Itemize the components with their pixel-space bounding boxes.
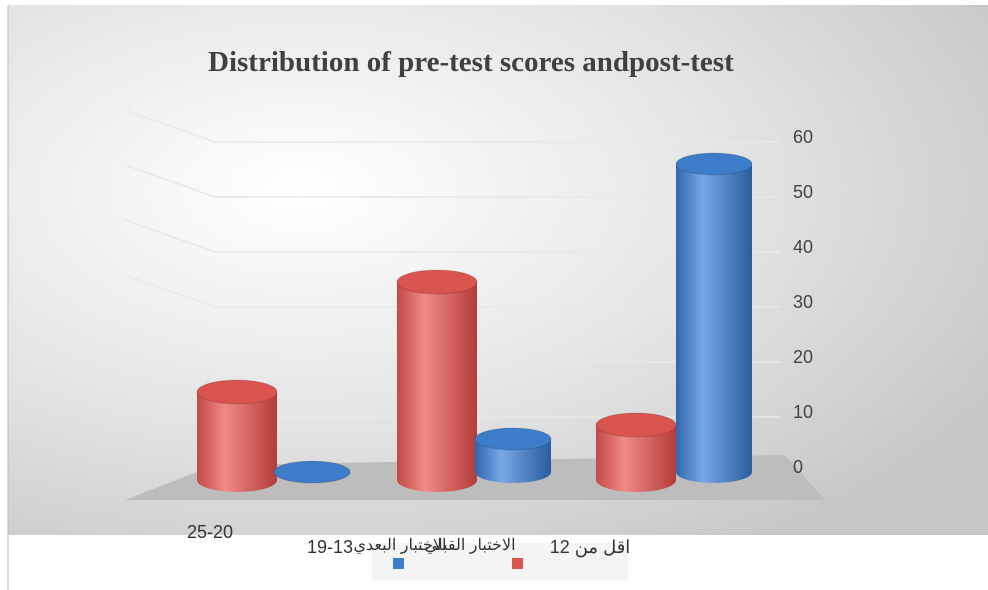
y-tick-label: 0 xyxy=(793,457,803,477)
cylinder-top xyxy=(196,379,278,405)
grid-line xyxy=(124,274,780,308)
x-tick-label: 25-20 xyxy=(187,522,233,542)
y-tick-label: 50 xyxy=(793,182,813,202)
cylinder-body xyxy=(197,392,277,492)
y-tick-label: 60 xyxy=(793,127,813,147)
x-tick-label: 19-13 xyxy=(307,537,353,557)
y-tick-label: 40 xyxy=(793,237,813,257)
legend-swatch xyxy=(393,558,404,569)
legend-box xyxy=(372,543,628,580)
x-tick-label: اقل من 12 xyxy=(550,537,631,558)
y-tick-label: 30 xyxy=(793,292,813,312)
cylinder xyxy=(196,379,278,492)
cylinder-body xyxy=(397,282,477,492)
grid-line xyxy=(124,164,780,198)
y-tick-label: 10 xyxy=(793,402,813,422)
cylinder xyxy=(595,412,677,492)
cylinder-top xyxy=(595,412,677,438)
grid-line xyxy=(124,219,780,253)
cylinder xyxy=(396,269,478,492)
legend-label: الاختبار البعدي xyxy=(354,537,447,554)
cylinder-body xyxy=(676,164,752,483)
cylinder xyxy=(675,152,753,483)
grid-line xyxy=(124,329,780,363)
cylinder-body xyxy=(475,439,551,483)
legend-swatch xyxy=(512,558,523,569)
cylinder-top xyxy=(474,427,552,451)
chart-title: Distribution of pre-test scores andpost-… xyxy=(208,46,734,78)
legend-label: الاختبار القبلي xyxy=(424,537,515,554)
cylinder xyxy=(273,460,351,484)
cylinder-body xyxy=(596,425,676,492)
cylinder-top xyxy=(396,269,478,295)
cylinder-top xyxy=(273,460,351,484)
grid-line xyxy=(124,109,780,143)
y-tick-label: 20 xyxy=(793,347,813,367)
cylinder xyxy=(474,427,552,483)
cylinder-top xyxy=(675,152,753,176)
